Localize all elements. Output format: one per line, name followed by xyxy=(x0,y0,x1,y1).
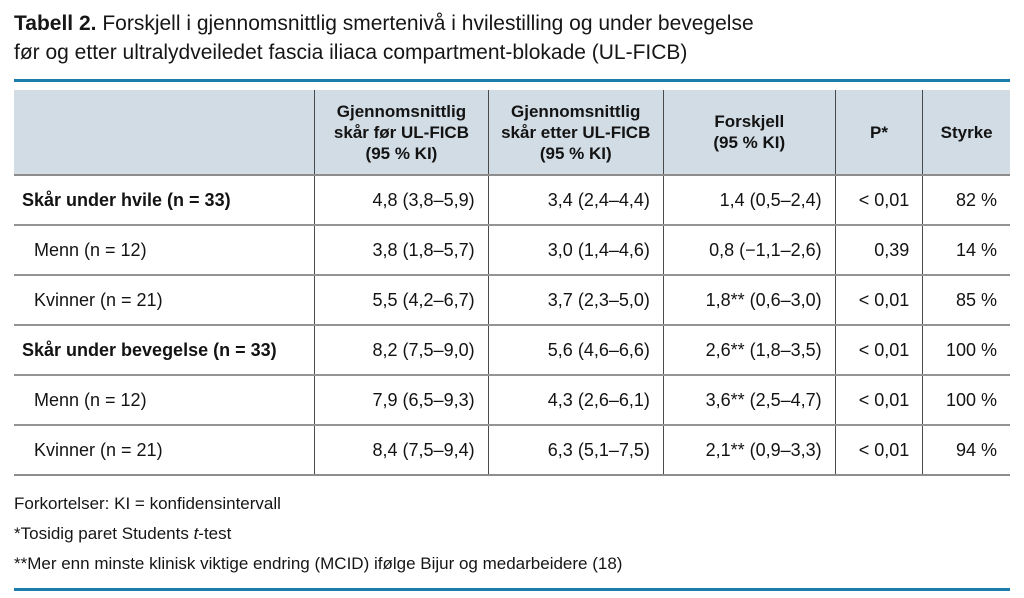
score-before-cell: 4,8 (3,8–5,9) xyxy=(314,175,489,226)
score-after-cell: 4,3 (2,6–6,1) xyxy=(487,375,664,426)
score-after-cell: 6,3 (5,1–7,5) xyxy=(487,425,664,476)
score-after-cell: 3,7 (2,3–5,0) xyxy=(487,275,664,326)
table-body: Skår under hvile (n = 33) 4,8 (3,8–5,9) … xyxy=(14,175,1010,476)
difference-cell: 1,4 (0,5–2,4) xyxy=(662,175,836,226)
p-value-cell: < 0,01 xyxy=(834,425,923,476)
table-row-rest-total: Skår under hvile (n = 33) 4,8 (3,8–5,9) … xyxy=(14,175,1010,226)
row-label: Kvinner (n = 21) xyxy=(14,425,315,476)
results-table: Gjennomsnittlig skår før UL-FICB (95 % K… xyxy=(14,90,1010,476)
score-after-cell: 3,4 (2,4–4,4) xyxy=(487,175,664,226)
table-row-movement-total: Skår under bevegelse (n = 33) 8,2 (7,5–9… xyxy=(14,325,1010,376)
score-after-cell: 5,6 (4,6–6,6) xyxy=(487,325,664,376)
italic-t: t xyxy=(193,524,199,543)
footnote-mcid: **Mer enn minste klinisk viktige endring… xyxy=(14,554,623,573)
difference-cell: 3,6** (2,5–4,7) xyxy=(662,375,836,426)
header-row: Gjennomsnittlig skår før UL-FICB (95 % K… xyxy=(14,90,1010,176)
score-before-cell: 8,4 (7,5–9,4) xyxy=(314,425,489,476)
p-value-cell: < 0,01 xyxy=(834,375,923,426)
difference-cell: 1,8** (0,6–3,0) xyxy=(662,275,836,326)
header-score-before: Gjennomsnittlig skår før UL-FICB (95 % K… xyxy=(314,90,489,176)
power-cell: 85 % xyxy=(922,275,1010,326)
caption-label: Tabell 2. xyxy=(14,12,97,35)
difference-cell: 0,8 (−1,1–2,6) xyxy=(662,225,836,276)
score-after-cell: 3,0 (1,4–4,6) xyxy=(487,225,664,276)
table-header: Gjennomsnittlig skår før UL-FICB (95 % K… xyxy=(14,90,1010,176)
row-label: Menn (n = 12) xyxy=(14,375,315,426)
bottom-accent-rule xyxy=(14,588,1010,591)
footnote-abbreviations: Forkortelser: KI = konfidensintervall xyxy=(14,494,281,513)
difference-cell: 2,6** (1,8–3,5) xyxy=(662,325,836,376)
p-value-cell: 0,39 xyxy=(834,225,923,276)
p-value-cell: < 0,01 xyxy=(834,275,923,326)
score-before-cell: 5,5 (4,2–6,7) xyxy=(314,275,489,326)
header-score-after: Gjennomsnittlig skår etter UL-FICB (95 %… xyxy=(487,90,664,176)
power-cell: 82 % xyxy=(922,175,1010,226)
header-p-value: P* xyxy=(834,90,923,176)
caption-line-1: Tabell 2. Forskjell i gjennomsnittlig sm… xyxy=(14,9,1010,38)
row-label: Skår under hvile (n = 33) xyxy=(14,175,315,226)
header-difference: Forskjell (95 % KI) xyxy=(662,90,836,176)
score-before-cell: 3,8 (1,8–5,7) xyxy=(314,225,489,276)
score-before-cell: 7,9 (6,5–9,3) xyxy=(314,375,489,426)
power-cell: 14 % xyxy=(922,225,1010,276)
score-before-cell: 8,2 (7,5–9,0) xyxy=(314,325,489,376)
footnotes: Forkortelser: KI = konfidensintervall *T… xyxy=(14,489,1010,579)
difference-cell: 2,1** (0,9–3,3) xyxy=(662,425,836,476)
table-row-rest-men: Menn (n = 12) 3,8 (1,8–5,7) 3,0 (1,4–4,6… xyxy=(14,225,1010,276)
row-label: Kvinner (n = 21) xyxy=(14,275,315,326)
power-cell: 94 % xyxy=(922,425,1010,476)
header-power: Styrke xyxy=(922,90,1010,176)
p-value-cell: < 0,01 xyxy=(834,325,923,376)
table-caption: Tabell 2. Forskjell i gjennomsnittlig sm… xyxy=(14,9,1010,67)
power-cell: 100 % xyxy=(922,375,1010,426)
table-row-rest-women: Kvinner (n = 21) 5,5 (4,2–6,7) 3,7 (2,3–… xyxy=(14,275,1010,326)
table-row-movement-women: Kvinner (n = 21) 8,4 (7,5–9,4) 6,3 (5,1–… xyxy=(14,425,1010,476)
row-label: Menn (n = 12) xyxy=(14,225,315,276)
row-label: Skår under bevegelse (n = 33) xyxy=(14,325,315,376)
top-accent-rule xyxy=(14,79,1010,82)
p-value-cell: < 0,01 xyxy=(834,175,923,226)
caption-text: Forskjell i gjennomsnittlig smertenivå i… xyxy=(96,12,754,35)
caption-line-2: før og etter ultralydveiledet fascia ili… xyxy=(14,41,688,64)
header-empty xyxy=(14,90,315,176)
table-row-movement-men: Menn (n = 12) 7,9 (6,5–9,3) 4,3 (2,6–6,1… xyxy=(14,375,1010,426)
footnote-ttest: *Tosidig paret Students t-test xyxy=(14,524,232,543)
power-cell: 100 % xyxy=(922,325,1010,376)
